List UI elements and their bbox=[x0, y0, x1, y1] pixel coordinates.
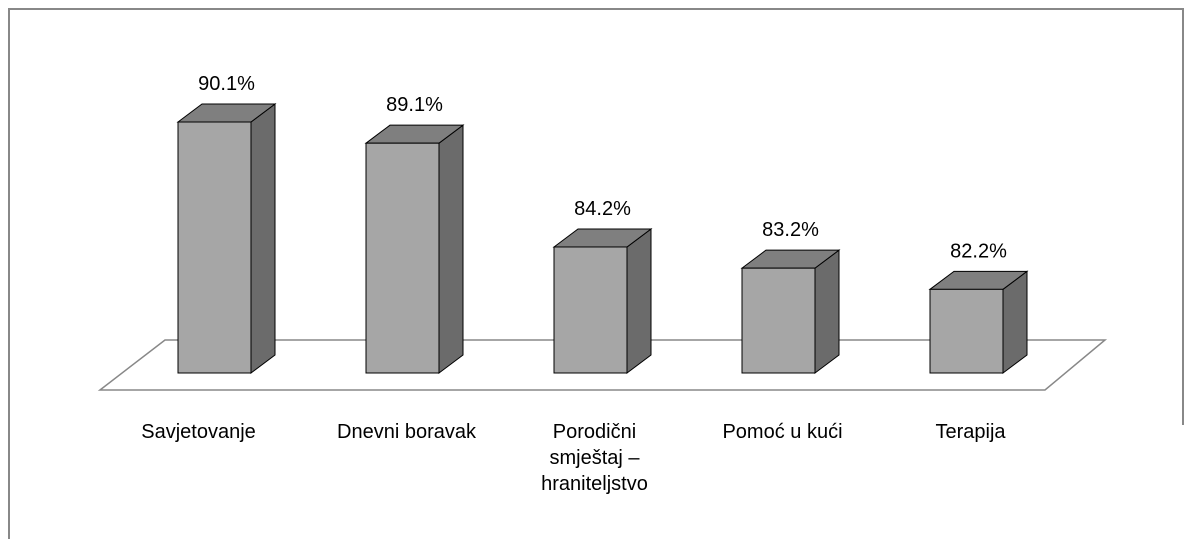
bar bbox=[928, 270, 1029, 374]
bar bbox=[552, 227, 653, 374]
bar-side bbox=[626, 227, 652, 374]
value-label: 89.1% bbox=[386, 94, 443, 116]
chart-frame bbox=[8, 8, 1184, 539]
bar-side bbox=[438, 124, 464, 374]
bar-side bbox=[250, 103, 276, 374]
bar bbox=[176, 103, 277, 374]
x-tick-label: Savjetovanje bbox=[141, 421, 256, 443]
bar-front bbox=[177, 121, 252, 374]
x-tick-label: Porodični smještaj – hraniteljstvo bbox=[541, 421, 648, 495]
bar-front bbox=[741, 267, 816, 374]
value-label: 83.2% bbox=[762, 219, 819, 241]
bar-side bbox=[814, 249, 840, 374]
bar bbox=[364, 124, 465, 374]
value-label: 84.2% bbox=[574, 198, 631, 220]
bar-front bbox=[553, 246, 628, 374]
x-tick-label: Terapija bbox=[935, 421, 1006, 443]
value-label: 82.2% bbox=[950, 240, 1007, 262]
x-tick-label: Pomoć u kući bbox=[722, 421, 843, 443]
value-label: 90.1% bbox=[198, 73, 255, 95]
bar-front bbox=[365, 142, 440, 374]
x-tick-label: Dnevni boravak bbox=[337, 421, 476, 443]
bar-front bbox=[929, 288, 1004, 374]
bar bbox=[740, 249, 841, 374]
